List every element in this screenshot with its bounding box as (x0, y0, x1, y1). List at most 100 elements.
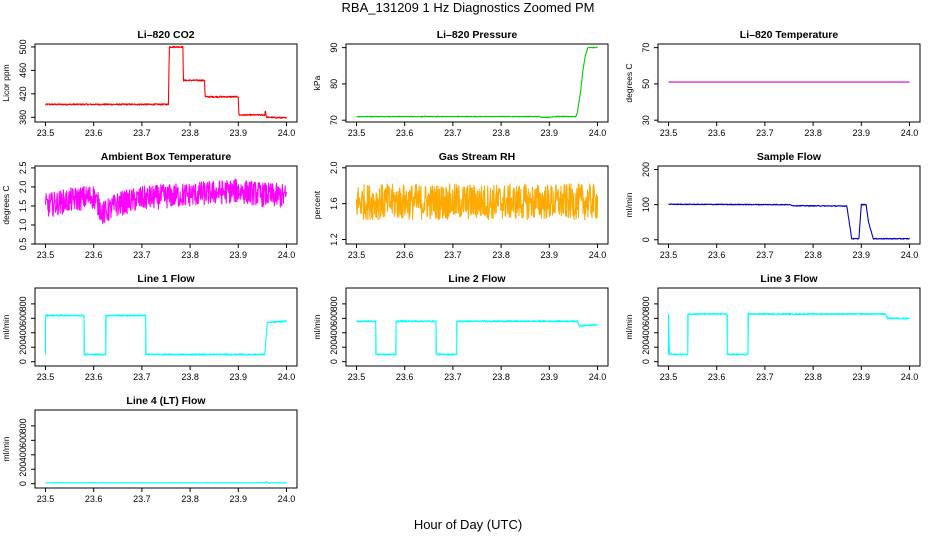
y-tick-label: 70 (641, 43, 651, 53)
x-tick-label: 23.6 (85, 250, 103, 260)
x-tick-label: 23.6 (708, 128, 726, 138)
chart-panel: Li–820 Temperature degrees C 23.5 23.6 23.7 2… (624, 29, 921, 138)
y-tick-label: 400 (18, 447, 28, 462)
y-tick-label: 600 (18, 433, 28, 448)
chart-panel: Line 1 Flow ml/min 23.5 23.6 23.7 23.8 23.9 24.… (1, 273, 298, 382)
plot-frame (34, 165, 298, 245)
y-tick-label: 2.0 (329, 162, 339, 175)
x-tick-label: 23.6 (396, 372, 414, 382)
x-tick-label: 24.0 (901, 372, 919, 382)
y-axis-label: ml/min (624, 314, 634, 339)
x-tick-label: 23.6 (85, 494, 103, 504)
y-tick-label: 500 (18, 39, 28, 54)
x-tick-label: 24.0 (278, 128, 296, 138)
x-tick-label: 23.6 (708, 250, 726, 260)
y-tick-label: 0 (18, 481, 28, 486)
chart-title: Line 4 (LT) Flow (126, 395, 206, 407)
y-tick-label: 600 (18, 311, 28, 326)
x-tick-label: 23.8 (804, 128, 822, 138)
y-tick-label: 0 (329, 359, 339, 364)
x-tick-label: 23.7 (756, 250, 774, 260)
x-tick-label: 23.9 (541, 250, 559, 260)
x-axis-label: Hour of Day (UTC) (413, 517, 523, 532)
y-tick-label: 80 (329, 79, 339, 89)
y-tick-label: 600 (329, 311, 339, 326)
x-tick-label: 23.8 (181, 128, 199, 138)
y-tick-label: 800 (18, 418, 28, 433)
series-line (356, 46, 598, 119)
x-tick-label: 23.5 (37, 494, 55, 504)
x-tick-label: 23.6 (708, 372, 726, 382)
x-tick-label: 23.7 (133, 128, 151, 138)
x-tick-label: 23.8 (804, 372, 822, 382)
x-tick-label: 23.8 (181, 372, 199, 382)
x-tick-label: 23.7 (133, 494, 151, 504)
x-tick-label: 23.8 (492, 128, 510, 138)
x-tick-label: 23.6 (396, 128, 414, 138)
x-tick-label: 24.0 (278, 250, 296, 260)
y-tick-label: 200 (641, 340, 651, 355)
y-axis-label: ml/min (312, 314, 322, 339)
plot-frame (345, 287, 609, 367)
y-tick-label: 0 (641, 359, 651, 364)
x-tick-label: 23.8 (181, 250, 199, 260)
y-tick-label: 200 (18, 340, 28, 355)
chart-title: Li–820 Temperature (740, 29, 839, 41)
x-tick-label: 23.7 (756, 128, 774, 138)
series-line (45, 45, 287, 120)
chart-panel: Li–820 CO2 Licor ppm 23.5 23.6 23.7 23.8 23.9 2… (1, 29, 298, 138)
y-tick-label: 100 (641, 197, 651, 212)
x-tick-label: 23.7 (133, 372, 151, 382)
x-tick-label: 23.8 (492, 250, 510, 260)
x-tick-label: 23.8 (492, 372, 510, 382)
y-axis-label: Licor ppm (1, 64, 11, 101)
series-line (44, 314, 287, 356)
series-line (667, 312, 910, 356)
y-tick-label: 90 (329, 43, 339, 53)
chart-title: Ambient Box Temperature (101, 151, 232, 163)
y-tick-label: 0 (641, 237, 651, 242)
chart-title: Gas Stream RH (439, 151, 515, 163)
chart-panel: Line 3 Flow ml/min 23.5 23.6 23.7 23.8 23.9 24.… (624, 273, 921, 382)
x-tick-label: 23.7 (444, 372, 462, 382)
plot-frame (34, 409, 298, 489)
y-tick-label: 400 (641, 325, 651, 340)
plot-frame (34, 287, 298, 367)
page-title: RBA_131209 1 Hz Diagnostics Zoomed PM (341, 0, 595, 15)
y-tick-label: 600 (641, 311, 651, 326)
x-tick-label: 24.0 (589, 128, 607, 138)
y-tick-label: 200 (18, 462, 28, 477)
x-tick-label: 23.5 (660, 128, 678, 138)
series-line (355, 183, 599, 221)
series-line (668, 203, 910, 240)
y-tick-label: 400 (329, 325, 339, 340)
chart-title: Li–820 Pressure (437, 29, 518, 41)
y-tick-label: 1.5 (18, 200, 28, 213)
x-tick-label: 23.9 (853, 372, 871, 382)
x-tick-label: 23.9 (853, 128, 871, 138)
x-tick-label: 23.6 (396, 250, 414, 260)
y-axis-label: ml/min (1, 314, 11, 339)
y-axis-label: degrees C (1, 185, 11, 224)
y-tick-label: 400 (18, 325, 28, 340)
x-tick-label: 23.7 (756, 372, 774, 382)
x-tick-label: 23.5 (660, 250, 678, 260)
x-tick-label: 23.6 (85, 372, 103, 382)
x-tick-label: 23.5 (37, 128, 55, 138)
x-tick-label: 23.9 (230, 128, 248, 138)
chart-panel: Gas Stream RH percent 23.5 23.6 23.7 23.8 23.9… (312, 151, 609, 260)
chart-panel: Line 4 (LT) Flow ml/min 23.5 23.6 23.7 23.8 23… (1, 395, 298, 504)
x-tick-label: 23.5 (37, 250, 55, 260)
x-tick-label: 23.9 (230, 494, 248, 504)
y-axis-label: ml/min (1, 436, 11, 461)
x-tick-label: 23.7 (133, 250, 151, 260)
chart-title: Line 3 Flow (760, 273, 818, 285)
y-tick-label: 1.6 (329, 197, 339, 210)
y-tick-label: 1.0 (18, 219, 28, 232)
y-tick-label: 200 (641, 162, 651, 177)
series-line (356, 319, 598, 356)
y-tick-label: 460 (18, 63, 28, 78)
x-tick-label: 23.9 (853, 250, 871, 260)
y-axis-label: percent (312, 190, 322, 219)
